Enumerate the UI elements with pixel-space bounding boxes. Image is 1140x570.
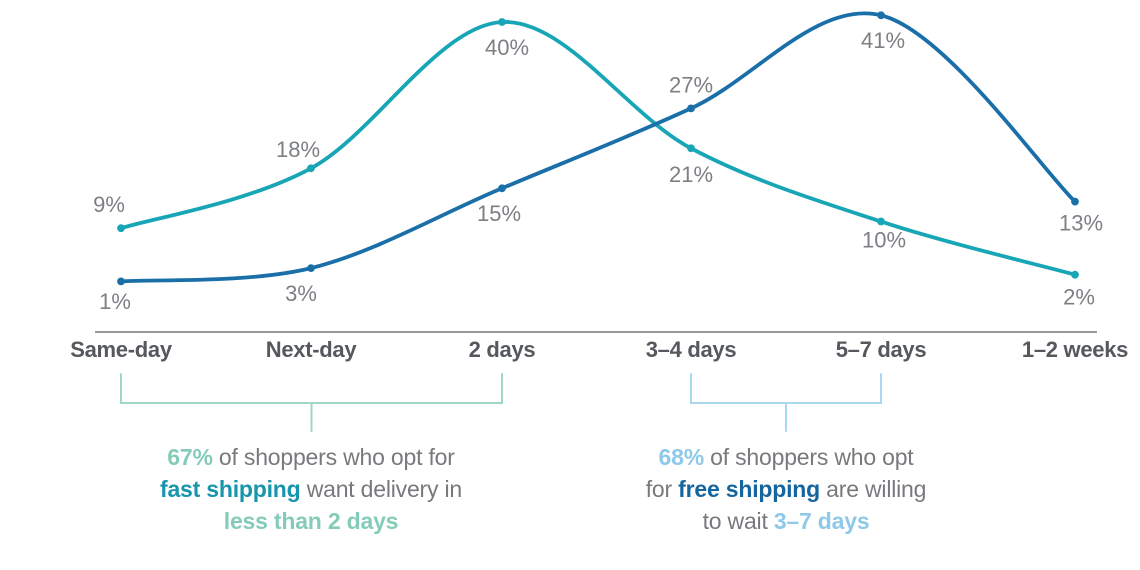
value-label: 21% xyxy=(669,162,713,187)
data-point xyxy=(117,224,125,233)
fast-annotation-line: fast shipping want delivery in xyxy=(111,473,511,505)
series-line-free-shipping xyxy=(119,11,1077,284)
highlight-text: less than 2 days xyxy=(223,508,399,534)
data-point xyxy=(1071,270,1079,279)
fast-annotation-line: less than 2 days xyxy=(111,505,511,537)
data-point xyxy=(1071,197,1079,206)
data-point xyxy=(498,18,506,26)
data-point xyxy=(877,217,885,226)
plain-text: want delivery in xyxy=(300,476,463,502)
value-label: 18% xyxy=(276,137,320,162)
fast-annotation-line: 67% of shoppers who opt for xyxy=(111,441,511,473)
strong-text: free shipping xyxy=(678,476,820,502)
value-label: 10% xyxy=(862,227,906,252)
category-label: 2 days xyxy=(469,337,536,362)
free-bracket xyxy=(690,373,882,432)
strong-text: fast shipping xyxy=(159,476,301,502)
value-label: 41% xyxy=(861,28,905,53)
plain-text: are willing xyxy=(819,476,927,502)
plain-text: of shoppers who opt for xyxy=(212,444,455,470)
plain-text: for xyxy=(645,476,679,502)
value-label: 13% xyxy=(1059,210,1103,235)
value-label: 15% xyxy=(477,201,521,226)
highlight-text: 68% xyxy=(658,444,705,470)
plain-text: of shoppers who opt xyxy=(703,444,914,470)
free-annotation-line: for free shipping are willing xyxy=(586,473,986,505)
value-label: 9% xyxy=(93,192,125,217)
free-annotation-line: to wait 3–7 days xyxy=(586,505,986,537)
data-point xyxy=(117,277,125,286)
fast-bracket xyxy=(120,373,503,432)
category-label: 5–7 days xyxy=(836,337,927,362)
category-label: 1–2 weeks xyxy=(1022,337,1128,362)
value-label: 27% xyxy=(669,72,713,97)
fast-shipping-annotation: 67% of shoppers who opt for fast shipping… xyxy=(111,441,511,537)
data-point xyxy=(498,184,506,193)
data-point xyxy=(687,104,695,113)
value-label: 40% xyxy=(485,35,529,60)
data-point xyxy=(877,11,885,20)
data-point xyxy=(307,264,315,272)
free-shipping-annotation: 68% of shoppers who opt for free shipping… xyxy=(586,441,986,537)
plain-text: to wait xyxy=(702,508,774,534)
category-label: 3–4 days xyxy=(646,337,737,362)
free-annotation-line: 68% of shoppers who opt xyxy=(586,441,986,473)
value-label: 3% xyxy=(285,281,317,306)
data-point xyxy=(307,164,315,173)
data-point xyxy=(687,144,695,153)
highlight-text: 67% xyxy=(167,444,213,470)
category-label: Next-day xyxy=(266,337,358,362)
value-label: 1% xyxy=(99,289,131,314)
category-label: Same-day xyxy=(70,337,173,362)
series-line-fast-shipping xyxy=(119,20,1077,277)
value-label: 2% xyxy=(1063,285,1095,310)
highlight-text: 3–7 days xyxy=(773,508,870,534)
